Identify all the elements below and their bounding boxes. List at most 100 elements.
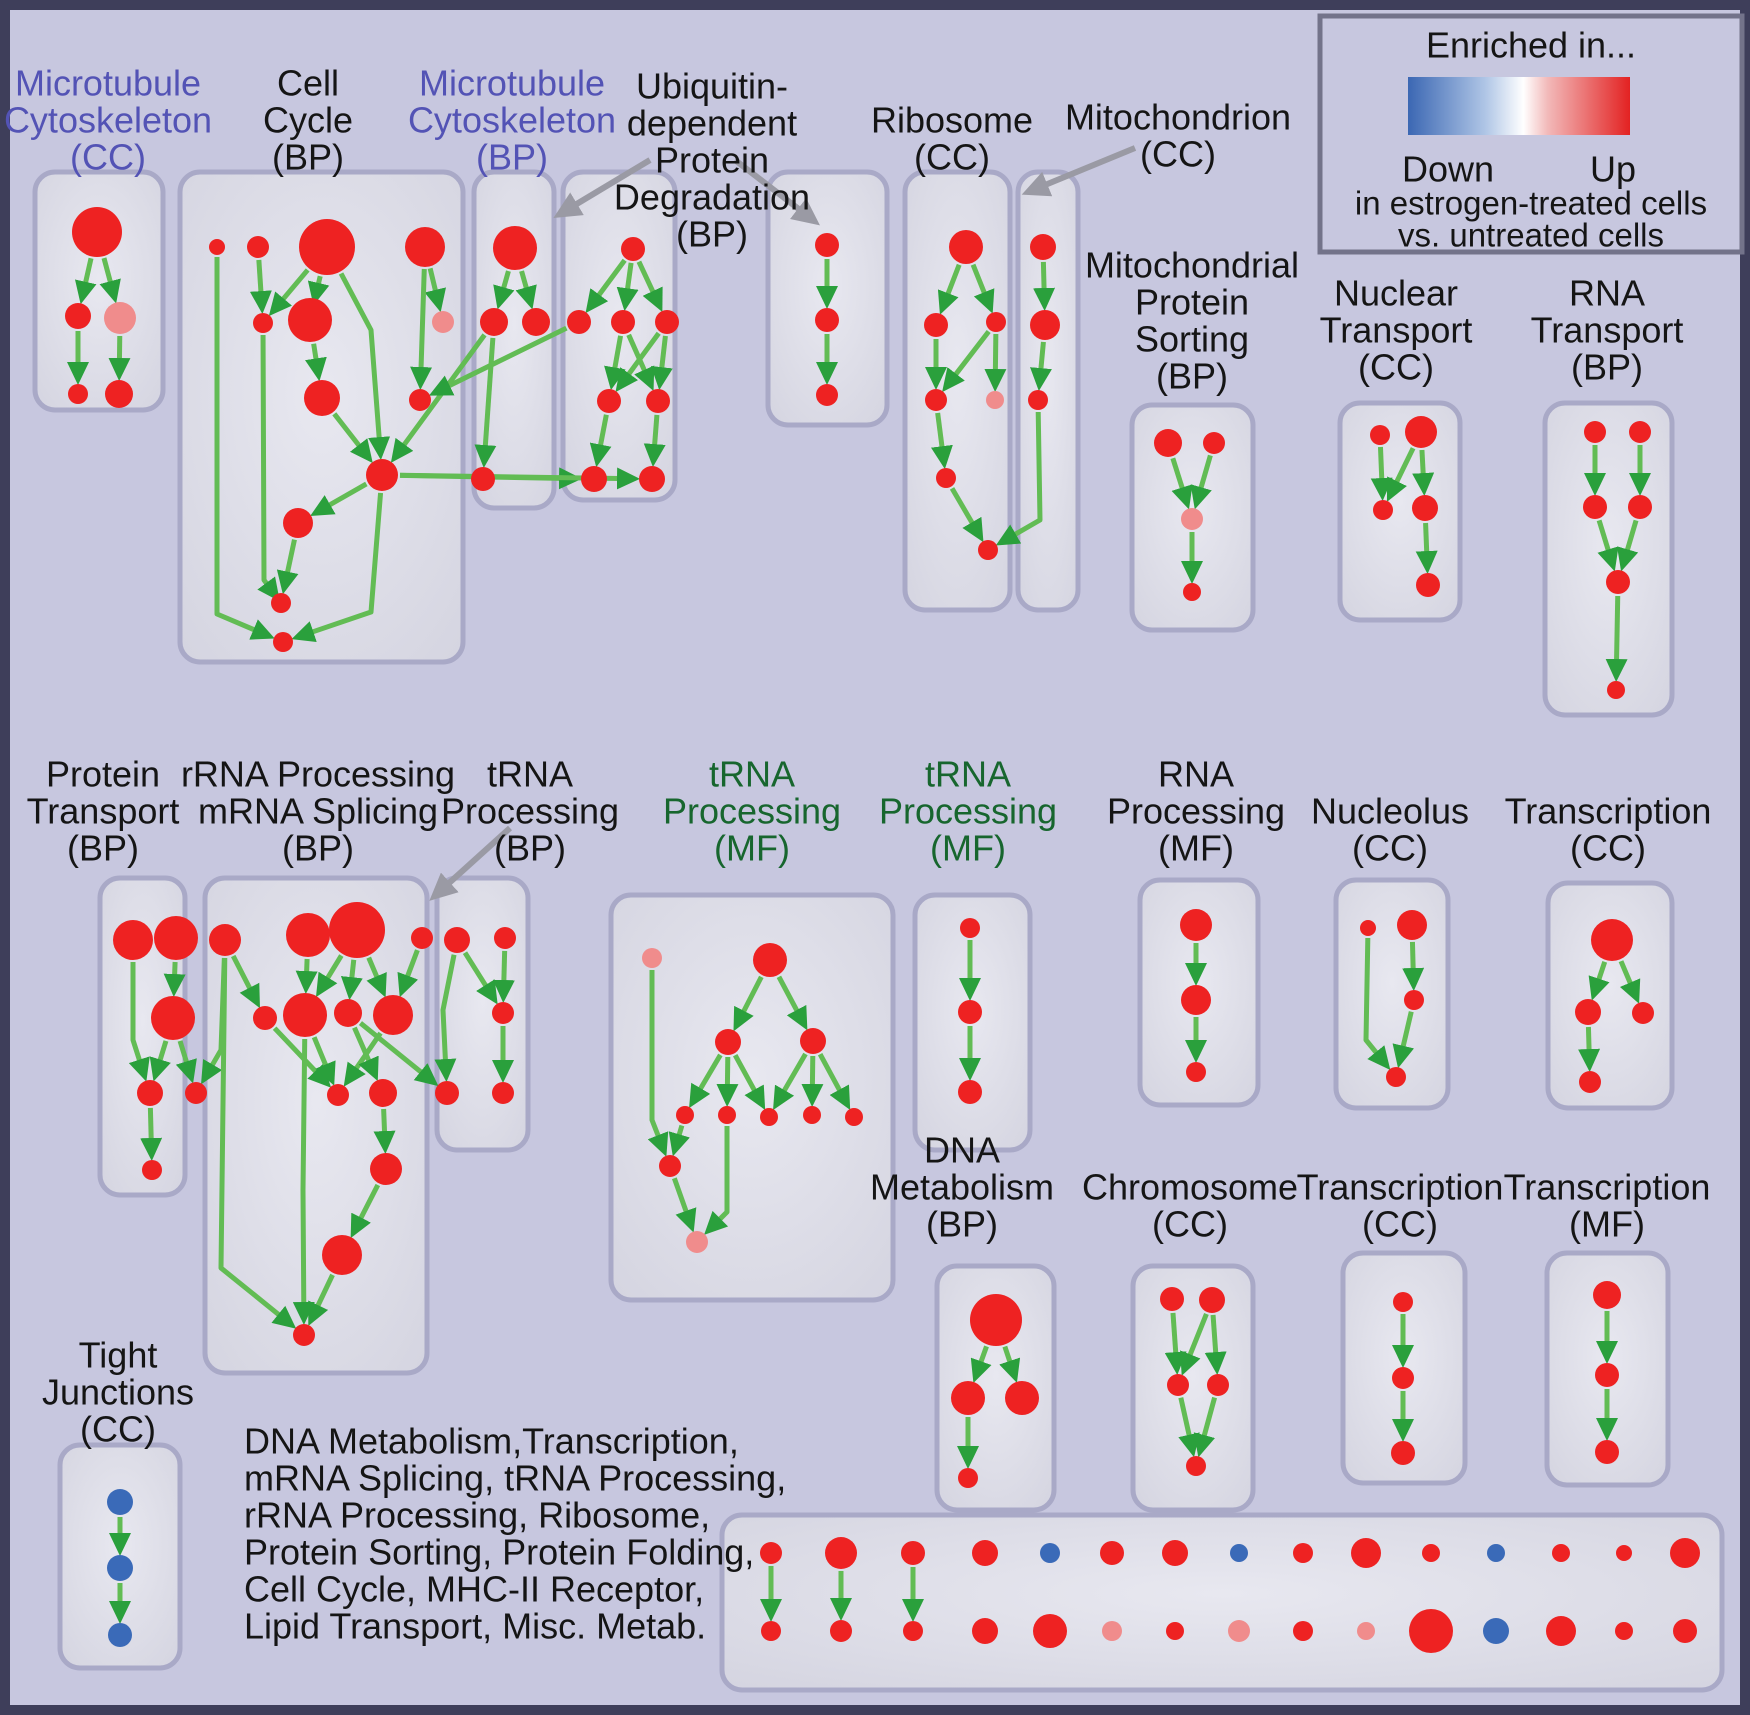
node-rr.e (253, 1006, 277, 1030)
node-nt.mr (1412, 495, 1438, 521)
edge-cc.d-cc.i (410, 268, 433, 391)
node-tm.n5 (845, 1108, 863, 1126)
node-pt.lr (185, 1082, 207, 1104)
label-line-ubiquitin-degradation-bp-3: Degradation (614, 177, 810, 218)
node-tm.bot (686, 1231, 708, 1253)
node-s12b (1483, 1618, 1509, 1644)
node-ts.b (958, 1000, 982, 1024)
node-rr.i (327, 1084, 349, 1106)
edge-mtcc.a-mtcc.c (99, 257, 121, 304)
node-rib.lo (936, 468, 956, 488)
node-s15b (1673, 1619, 1697, 1643)
node-nu.bot (1386, 1067, 1406, 1087)
node-mito.c (1028, 390, 1048, 410)
label-line-protein-transport-bp-1: Transport (27, 791, 180, 832)
node-cc.b (247, 236, 269, 258)
label-line-microtubule-cytoskeleton-bp-0: Microtubule (419, 63, 605, 104)
edge-nt.mr-nt.b (1415, 522, 1438, 575)
node-pt.bot (142, 1160, 162, 1180)
edge-cc.h-cc.j (332, 412, 373, 464)
label-mitochondrion-cc: Mitochondrion (CC) (1065, 97, 1291, 175)
node-tm.n3 (760, 1108, 778, 1126)
edge-tm.n2-tm.bot (704, 1126, 730, 1235)
node-rt.tr (1629, 421, 1651, 443)
edge-rr.f-rr.n (292, 1038, 315, 1326)
edge-rr.j-rr.l (373, 1108, 396, 1155)
node-tj.a (107, 1489, 133, 1515)
label-line-rna-processing-mf-0: RNA (1158, 754, 1234, 795)
label-line-microtubule-cytoskeleton-cc-0: Microtubule (15, 63, 201, 104)
edge-rib.mr-rib.ll (942, 329, 991, 393)
label-line-transcription-mf-0: Transcription (1504, 1167, 1711, 1208)
edge-pt.m-pt.ll (149, 1040, 171, 1082)
label-line-tight-junctions-cc-2: (CC) (80, 1409, 156, 1450)
edge-rt.c-rt.b (1605, 595, 1628, 683)
annotation-arrow-upd-left (553, 157, 652, 218)
edge-mtbp.t-mtbp.mr (515, 270, 537, 310)
node-mtcc.d (68, 384, 88, 404)
node-nt.tl (1370, 425, 1390, 445)
edge-cc.e-cc.l (257, 334, 280, 602)
edge-ch.mr-ch.b (1193, 1396, 1218, 1458)
legend-down-label: Down (1402, 149, 1494, 190)
node-rib.bot (978, 540, 998, 560)
node-mtcc.c (104, 302, 136, 334)
node-tc.mr (1632, 1002, 1654, 1024)
node-rr.n (293, 1324, 315, 1346)
node-s7b (1166, 1622, 1184, 1640)
edge-tm.b-tm.n3 (773, 1052, 808, 1111)
edge-ch.tr-ch.mr (1204, 1314, 1227, 1376)
edge-cc.b-cc.e (249, 259, 272, 315)
label-line-ubiquitin-degradation-bp-4: (BP) (676, 214, 748, 255)
label-line-rrna-processing-mrna-splicing-bp-2: (BP) (282, 828, 354, 869)
edge-rr.a-rr.n (218, 957, 297, 1329)
node-tm.mid (659, 1155, 681, 1177)
node-rr.d (411, 927, 433, 949)
trna-bp-box (434, 875, 531, 1153)
node-s2b (830, 1620, 852, 1642)
node-upd.lr (646, 389, 670, 413)
label-line-transcription-cc-bot-1: (CC) (1362, 1204, 1438, 1245)
chromosome-box (1130, 1263, 1256, 1513)
edge-cc.c-cc.e (268, 268, 310, 317)
edge-cc.f-cc.h (305, 343, 327, 382)
labels-layer: Microtubule Cytoskeleton (CC)Cell Cycle (BP)… (4, 63, 1711, 1450)
node-pt.b2 (154, 916, 198, 960)
node-s1t (760, 1542, 782, 1564)
node-ch.ml (1167, 1374, 1189, 1396)
node-s4b (972, 1618, 998, 1644)
edge-nt.tr-nt.ml (1386, 447, 1416, 502)
label-line-trna-processing-bp-2: (BP) (494, 828, 566, 869)
node-s9t (1293, 1543, 1313, 1563)
label-line-cell-cycle-bp-1: Cycle (263, 100, 353, 141)
node-s14t (1616, 1545, 1632, 1561)
node-rr.a (209, 924, 241, 956)
label-line-trna-processing-mf-2-1: Processing (879, 791, 1057, 832)
label-rna-processing-mf: RNA Processing (MF) (1107, 754, 1285, 869)
label-cell-cycle-bp: Cell Cycle (BP) (263, 63, 353, 178)
node-s15t (1670, 1538, 1700, 1568)
label-rna-transport-bp: RNA Transport (BP) (1531, 273, 1684, 388)
label-line-tight-junctions-cc-1: Junctions (42, 1372, 194, 1413)
node-tcb.c (1391, 1441, 1415, 1465)
node-ch.b (1186, 1456, 1206, 1476)
edge-rr.e-rr.i (272, 1026, 332, 1088)
edge-ms.b-ms.p (1190, 454, 1213, 510)
node-ms.a (1154, 429, 1182, 457)
node-rt.ml (1583, 495, 1607, 519)
edge-nu.tr-nu.mid (1402, 941, 1425, 992)
label-transcription-cc-mid: Transcription (CC) (1505, 791, 1712, 869)
annotation-arrow-trna-bp (429, 825, 513, 901)
legend-up-label: Up (1590, 149, 1636, 190)
nodes-layer (65, 207, 1700, 1653)
legend-title: Enriched in... (1426, 25, 1636, 66)
node-upd.mr (655, 310, 679, 334)
node-tj.b (107, 1555, 133, 1581)
label-trna-processing-mf-2: tRNA Processing (MF) (879, 754, 1057, 869)
rna-transport-box (1542, 400, 1675, 718)
node-cc.h (304, 380, 340, 416)
label-line-nuclear-transport-cc-2: (CC) (1358, 347, 1434, 388)
label-line-ribosome-cc-1: (CC) (914, 137, 990, 178)
node-nu.tr (1397, 910, 1427, 940)
